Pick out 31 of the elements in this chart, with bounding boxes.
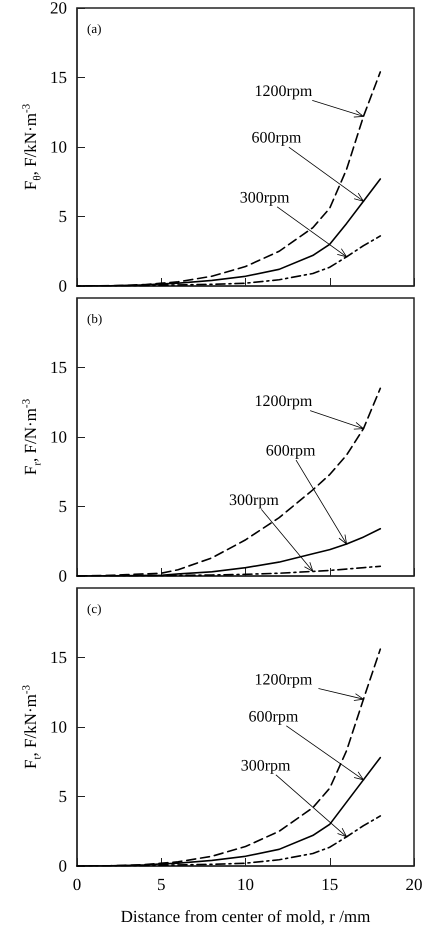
x-tick-label: 0 <box>72 875 82 894</box>
y-tick-label: 0 <box>58 856 67 876</box>
y-tick-label: 0 <box>58 276 67 296</box>
y-tick-label: 15 <box>50 358 67 377</box>
annotation: 600rpm <box>248 708 299 726</box>
annotation: 300rpm <box>240 189 290 206</box>
annotation: 1200rpm <box>254 82 313 100</box>
y-tick-label: 5 <box>58 207 67 226</box>
annotation: (b) <box>87 311 102 326</box>
annotation: (a) <box>87 21 102 36</box>
y-tick-label: 20 <box>50 0 67 18</box>
annotation: 600rpm <box>252 130 302 147</box>
x-tick-label: 10 <box>237 875 254 894</box>
annotation: 600rpm <box>266 442 316 460</box>
y-tick-label: 0 <box>58 566 67 586</box>
x-axis-title: Distance from center of mold, r /mm <box>120 907 370 926</box>
y-tick-label: 5 <box>58 497 67 516</box>
annotation: 1200rpm <box>254 672 313 689</box>
annotation: 300rpm <box>229 492 280 509</box>
y-tick-label: 10 <box>50 428 67 446</box>
x-tick-label: 15 <box>321 875 338 894</box>
y-tick-label: 10 <box>50 718 67 736</box>
y-tick-label: 15 <box>50 68 67 87</box>
y-tick-label: 10 <box>50 138 67 156</box>
x-tick-label: 20 <box>406 875 422 894</box>
annotation: 300rpm <box>240 757 292 774</box>
annotation: (c) <box>87 601 102 616</box>
y-tick-label: 15 <box>50 648 67 667</box>
x-tick-label: 5 <box>157 875 166 894</box>
y-tick-label: 5 <box>58 787 67 806</box>
annotation: 1200rpm <box>254 393 313 410</box>
